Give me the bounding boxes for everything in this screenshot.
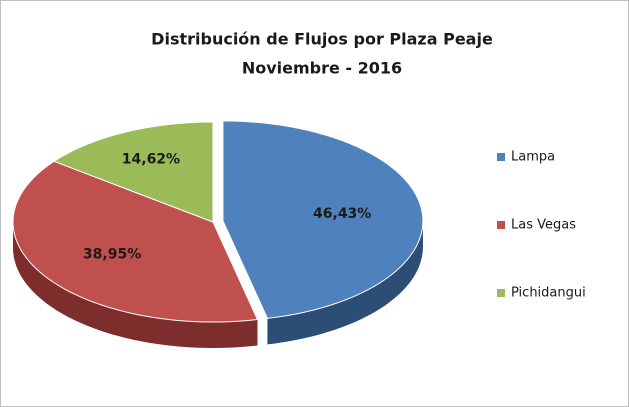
legend-swatch <box>497 221 505 229</box>
value-label: 38,95% <box>83 246 141 262</box>
slice <box>12 160 259 323</box>
legend-label: Lampa <box>511 150 555 165</box>
chart-title: Distribución de Flujos por Plaza Peaje <box>151 30 493 49</box>
slice <box>52 121 214 223</box>
value-label: 14,62% <box>122 151 180 167</box>
slice <box>222 120 424 319</box>
slice-side <box>13 222 258 348</box>
legend-label: Pichidangui <box>511 286 586 301</box>
value-label: 46,43% <box>313 206 371 222</box>
legend-swatch <box>497 289 505 297</box>
legend-swatch <box>497 153 505 161</box>
chart-subtitle: Noviembre - 2016 <box>242 59 402 78</box>
legend-label: Las Vegas <box>511 218 576 233</box>
slice-side <box>267 220 423 345</box>
